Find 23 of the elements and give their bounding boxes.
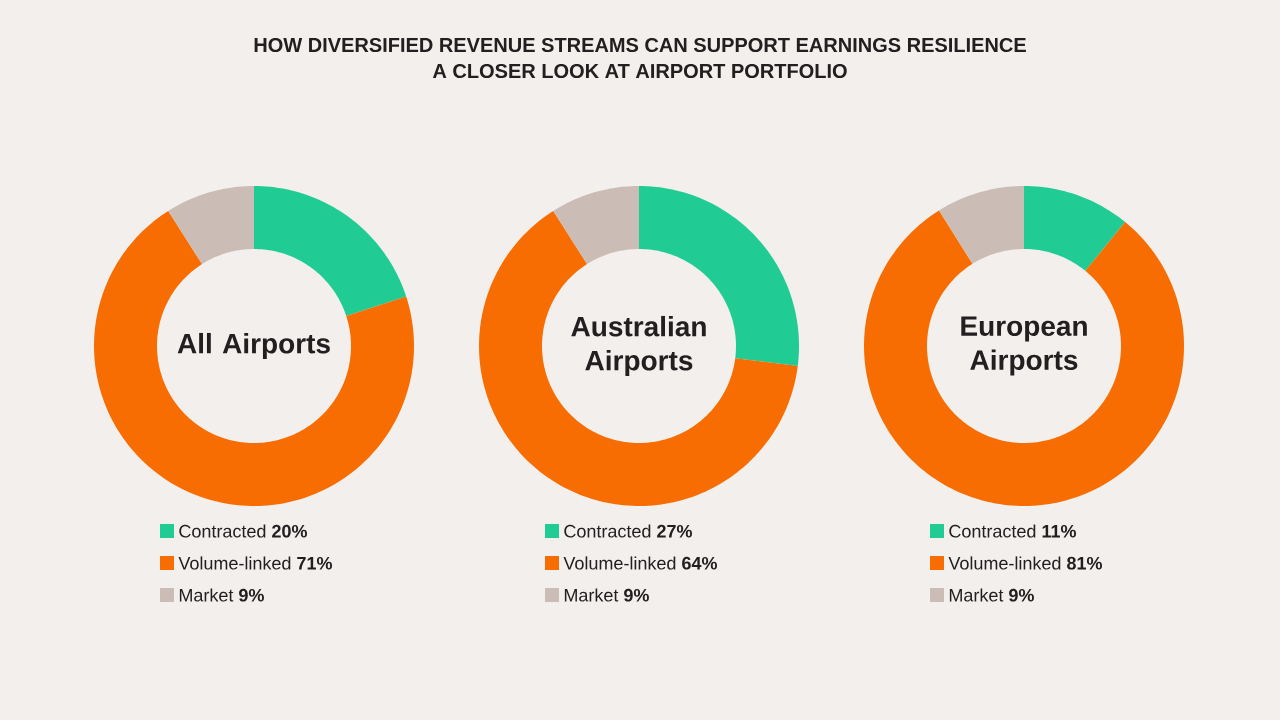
legend-label: Contracted	[179, 524, 266, 538]
data-label: 20%	[272, 524, 307, 538]
data-label: 11%	[1042, 524, 1077, 538]
data-label: 9%	[624, 588, 649, 602]
data-label: 9%	[239, 588, 264, 602]
data-label: 71%	[297, 556, 333, 570]
text: Australian Airports	[571, 315, 706, 377]
data-label: 64%	[682, 556, 718, 570]
data-label: 9%	[1009, 588, 1034, 602]
legend-label: Market	[564, 588, 619, 602]
legend-label: Volume-linked	[948, 556, 1061, 570]
legend-label: Volume-linked	[178, 556, 291, 570]
text: A CLOSER LOOK AT AIRPORT PORTFOLIO	[432, 63, 847, 79]
text: HOW DIVERSIFIED REVENUE STREAMS CAN SUPPORT EARNINGS RESILIENCE	[254, 37, 1026, 53]
legend-label: Contracted	[564, 524, 651, 538]
legend-label: Contracted	[949, 524, 1036, 538]
data-label: 27%	[657, 524, 692, 538]
data-label: 81%	[1067, 556, 1103, 570]
legend-label: Market	[179, 588, 234, 602]
text: All Airports	[177, 332, 330, 360]
legend-label: Volume-linked	[563, 556, 676, 570]
legend-label: Market	[949, 588, 1004, 602]
text: European Airports	[961, 316, 1087, 376]
